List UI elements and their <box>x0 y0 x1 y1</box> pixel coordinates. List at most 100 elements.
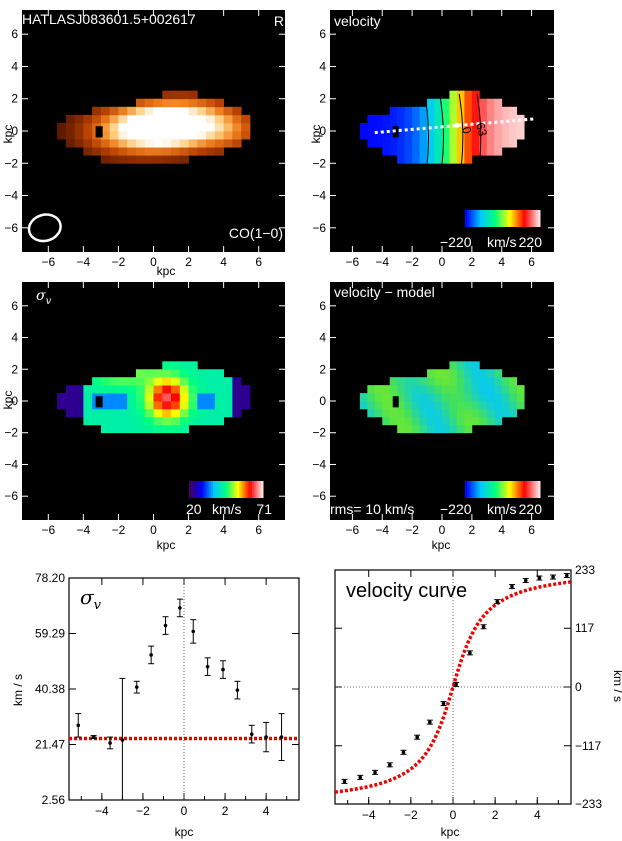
map1-corner-label: R <box>274 13 284 29</box>
y-tick-label: −6 <box>4 489 18 503</box>
colorbar-segment <box>489 481 492 498</box>
map-pixel <box>135 369 146 378</box>
map-pixel <box>127 377 137 386</box>
colorbar-segment <box>196 481 199 498</box>
map-pixel <box>171 424 181 434</box>
map-pixel <box>412 114 420 124</box>
map-pixel <box>179 98 189 108</box>
data-point <box>428 720 432 724</box>
map-pixel <box>404 147 413 156</box>
colorbar-segment <box>536 210 539 227</box>
map-pixel <box>83 401 93 410</box>
map-pixel <box>456 401 465 410</box>
map-pixel <box>162 139 172 148</box>
map-pixel <box>479 139 488 148</box>
y-tick-label: −6 <box>312 221 326 235</box>
map-pixel <box>471 114 480 124</box>
map-pixel <box>162 393 172 402</box>
map-pixel <box>118 393 128 402</box>
map-pixel <box>442 401 450 410</box>
map-pixel <box>442 369 450 378</box>
map-pixel <box>179 147 189 156</box>
map-pixel <box>442 416 450 426</box>
map-pixel <box>367 114 376 124</box>
map-pixel <box>92 416 102 426</box>
map-pixel <box>74 393 84 402</box>
map-pixel <box>427 131 435 140</box>
map-pixel <box>188 131 198 140</box>
map-pixel <box>374 393 383 402</box>
map-pixel <box>153 377 163 386</box>
map-pixel <box>501 385 510 394</box>
map4-colorbar-min: −220 <box>440 501 472 517</box>
map-pixel <box>412 139 420 148</box>
map-pixel <box>135 106 146 116</box>
map-pixel <box>397 147 406 156</box>
data-point <box>235 688 240 692</box>
map-pixel <box>144 131 154 140</box>
map4-colorbar-unit: km/s <box>487 501 517 517</box>
data-point <box>564 573 569 578</box>
map-pixel <box>74 139 84 148</box>
map-pixel <box>127 131 137 140</box>
x-tick-label: 4 <box>263 804 270 818</box>
y-tick-label: −117 <box>575 739 601 753</box>
colorbar-segment <box>510 481 513 498</box>
data-point <box>401 750 406 755</box>
map-pixel <box>464 114 473 124</box>
map-pixel <box>494 416 503 426</box>
map-pixel <box>486 408 495 418</box>
map-pixel <box>479 377 488 386</box>
colorbar-segment <box>538 210 541 227</box>
map-pixel <box>397 106 406 116</box>
data-point <box>495 599 500 604</box>
map-pixel <box>135 114 146 124</box>
y-tick-label: −6 <box>4 221 18 235</box>
map-pixel <box>427 401 435 410</box>
map-pixel <box>486 106 495 116</box>
colorbar-segment <box>478 481 481 498</box>
map-pixel <box>162 369 172 378</box>
map-pixel <box>135 385 146 394</box>
map-pixel <box>135 401 146 410</box>
x-tick-label: 6 <box>528 255 535 269</box>
colorbar-segment <box>470 210 474 227</box>
map-pixel <box>471 147 480 156</box>
map-pixel <box>456 106 465 116</box>
map3-colorbar-max: 71 <box>256 501 272 517</box>
y-tick-label: −4 <box>312 457 326 471</box>
colorbar-segment <box>511 210 515 227</box>
colorbar-segment <box>231 481 234 498</box>
data-point <box>551 575 555 579</box>
x-tick-label: 6 <box>255 255 262 269</box>
colorbar-segment <box>480 210 483 227</box>
map-pixel <box>214 401 225 410</box>
colorbar-segment <box>200 481 203 498</box>
y-tick-label: 4 <box>319 331 326 345</box>
map-pixel <box>83 131 93 140</box>
plot5-ylabel: km / s <box>11 674 25 706</box>
map-pixel <box>127 147 137 156</box>
colorbar-segment <box>526 481 530 498</box>
data-point <box>468 651 472 655</box>
x-tick-label: 6 <box>255 523 262 537</box>
map-pixel <box>214 393 225 402</box>
map-pixel <box>442 393 450 402</box>
colorbar-segment <box>515 210 519 227</box>
map-pixel <box>427 114 435 124</box>
map-pixel <box>479 416 488 426</box>
colorbar-segment <box>466 481 470 498</box>
map-pixel <box>382 131 391 140</box>
map-pixel <box>92 385 102 394</box>
map-pixel <box>188 139 198 148</box>
colorbar-segment <box>517 481 520 498</box>
map-pixel <box>214 416 225 426</box>
map-pixel <box>486 139 495 148</box>
map-pixel <box>404 408 413 418</box>
map-pixel <box>171 98 181 108</box>
map-pixel <box>419 424 428 434</box>
map-notch <box>95 396 103 408</box>
map-pixel <box>241 114 251 124</box>
map-pixel <box>144 122 154 132</box>
